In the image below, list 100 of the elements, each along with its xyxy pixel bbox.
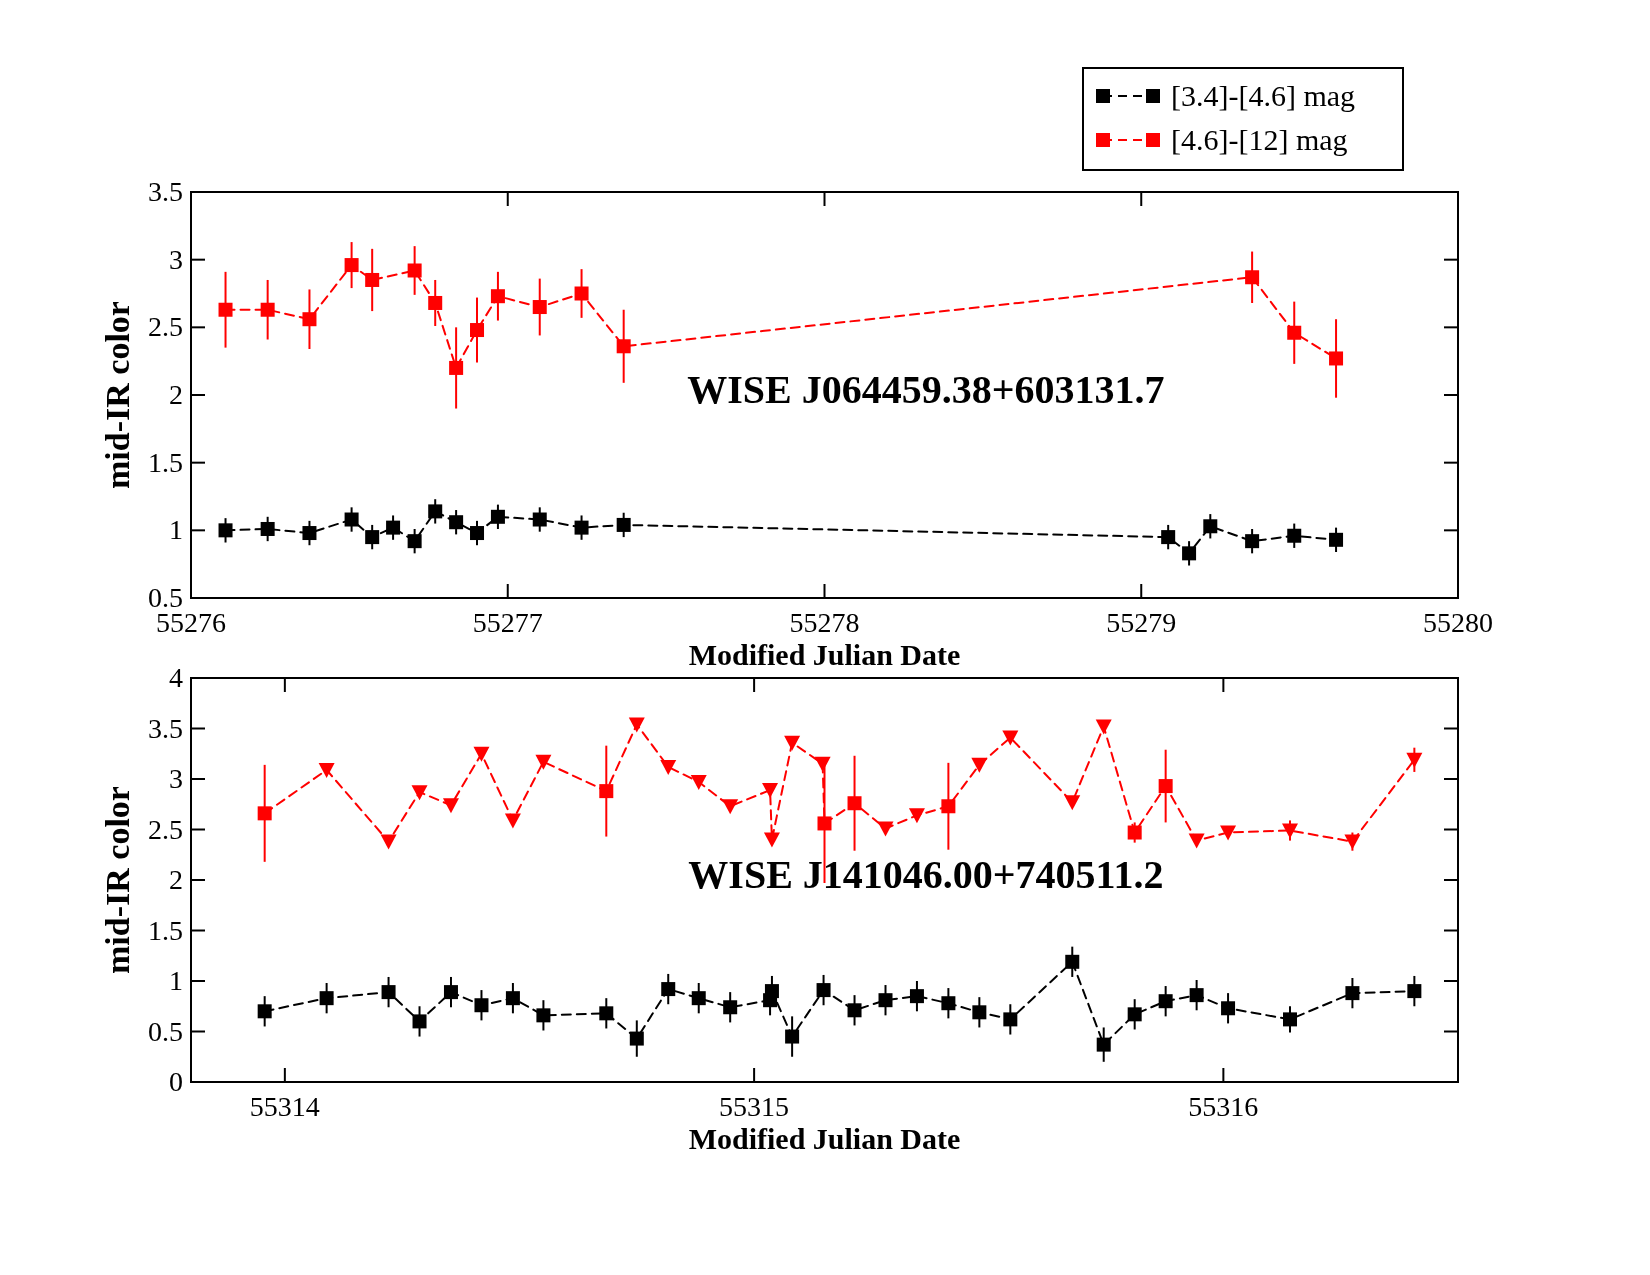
point (474, 998, 489, 1013)
point (941, 996, 956, 1011)
point (1329, 532, 1344, 547)
point (1189, 988, 1204, 1003)
point (1329, 351, 1344, 366)
point (628, 717, 645, 733)
point (257, 806, 272, 821)
point (443, 985, 458, 1000)
point (1287, 528, 1302, 543)
point (365, 530, 380, 545)
point (1065, 954, 1080, 969)
y-tick-label: 2.5 (148, 311, 183, 343)
y-tick-label: 2.5 (148, 813, 183, 845)
point (260, 521, 275, 536)
x-tick-label: 55278 (789, 607, 860, 638)
y-tick-label: 2 (169, 379, 183, 410)
annotation: WISE J141046.00+740511.2 (688, 852, 1164, 898)
point (490, 509, 505, 524)
point (1245, 270, 1260, 285)
point (1182, 546, 1197, 561)
point (723, 1000, 738, 1015)
point (691, 991, 706, 1006)
point (380, 834, 397, 850)
x-tick-label: 55279 (1106, 607, 1177, 638)
point (690, 775, 707, 791)
point (909, 989, 924, 1004)
point (411, 785, 428, 801)
y-axis-title: mid-IR color (99, 301, 136, 489)
point (386, 520, 401, 535)
point (1220, 825, 1237, 841)
point (407, 534, 422, 549)
point (1344, 834, 1361, 850)
point (302, 312, 317, 327)
point (218, 302, 233, 317)
y-tick-label: 3.5 (148, 712, 183, 744)
point (470, 323, 485, 338)
point (473, 746, 490, 762)
point (532, 300, 547, 315)
point (763, 832, 780, 848)
point (574, 520, 589, 535)
point (532, 512, 547, 527)
point (816, 983, 831, 998)
y-tick-label: 1 (169, 965, 183, 996)
point (785, 1029, 800, 1044)
point (1345, 986, 1360, 1001)
point (1287, 325, 1302, 340)
point (218, 523, 233, 538)
point (1203, 519, 1218, 534)
x-tick-label: 55316 (1188, 1091, 1259, 1122)
y-tick-label: 4 (169, 662, 183, 693)
point (1221, 1001, 1236, 1016)
point (847, 796, 862, 811)
point (599, 784, 614, 799)
y-tick-label: 3 (169, 763, 183, 794)
y-tick-label: 0.5 (148, 1015, 183, 1047)
x-tick-label: 55315 (719, 1091, 790, 1122)
point (1283, 1012, 1298, 1027)
point (449, 515, 464, 530)
legend-label: [4.6]-[12] mag (1171, 123, 1348, 156)
point (878, 993, 893, 1008)
point (1245, 534, 1260, 549)
y-tick-label: 2 (169, 864, 183, 895)
legend-label: [3.4]-[4.6] mag (1171, 79, 1356, 112)
point (616, 517, 631, 532)
x-tick-label: 55277 (472, 607, 543, 638)
point (344, 258, 359, 273)
y-tick-label: 1.5 (148, 446, 183, 478)
point (536, 1008, 551, 1023)
point (504, 813, 521, 829)
point (470, 526, 485, 541)
point (344, 512, 359, 527)
point (817, 816, 832, 831)
point (490, 289, 505, 304)
point (412, 1014, 427, 1029)
point (971, 757, 988, 773)
point (814, 756, 831, 772)
y-tick-label: 1.5 (148, 914, 183, 946)
point (764, 984, 779, 999)
y-tick-label: 3 (169, 243, 183, 275)
point (1003, 1012, 1018, 1027)
point (318, 762, 335, 778)
point (1002, 730, 1019, 746)
point (428, 295, 443, 310)
point (260, 302, 275, 317)
annotation: WISE J064459.38+603131.7 (687, 367, 1165, 413)
point (616, 339, 631, 354)
point (1064, 795, 1081, 811)
point (1407, 984, 1422, 999)
point (660, 759, 677, 775)
y-tick-label: 0 (169, 1066, 183, 1097)
point (1127, 825, 1142, 840)
x-tick-label: 55314 (249, 1091, 320, 1122)
x-axis-title: Modified Julian Date (688, 1122, 961, 1155)
point (1406, 752, 1423, 768)
point (1096, 1037, 1111, 1052)
point (505, 991, 520, 1006)
point (1282, 823, 1299, 839)
point (535, 754, 552, 770)
point (442, 798, 459, 814)
point (877, 821, 894, 837)
